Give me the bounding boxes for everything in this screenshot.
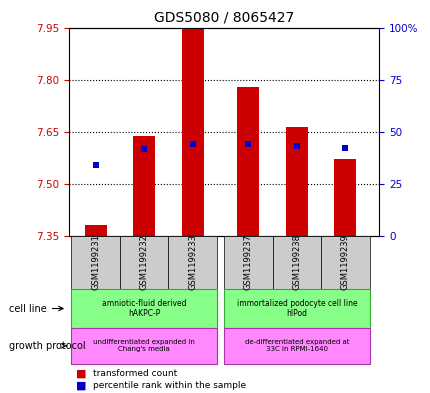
Bar (334, 159, 356, 236)
Bar (85, 225, 106, 236)
Bar (237, 87, 259, 236)
Text: GSM1199238: GSM1199238 (292, 234, 301, 290)
Text: immortalized podocyte cell line
hIPod: immortalized podocyte cell line hIPod (236, 299, 356, 318)
Text: GSM1199231: GSM1199231 (91, 234, 100, 290)
Text: de-differentiated expanded at
33C in RPMI-1640: de-differentiated expanded at 33C in RPM… (244, 339, 348, 353)
Bar (285, 127, 307, 236)
Text: GSM1199237: GSM1199237 (243, 234, 252, 290)
Text: undifferentiated expanded in
Chang's media: undifferentiated expanded in Chang's med… (93, 339, 195, 353)
Text: percentile rank within the sample: percentile rank within the sample (93, 381, 246, 390)
Text: ■: ■ (76, 381, 86, 391)
Title: GDS5080 / 8065427: GDS5080 / 8065427 (154, 11, 294, 25)
Bar (133, 136, 155, 236)
Text: GSM1199233: GSM1199233 (187, 234, 197, 290)
Text: cell line: cell line (9, 303, 46, 314)
Text: growth protocol: growth protocol (9, 341, 85, 351)
Text: amniotic-fluid derived
hAKPC-P: amniotic-fluid derived hAKPC-P (101, 299, 186, 318)
Text: GSM1199239: GSM1199239 (340, 234, 349, 290)
Text: transformed count: transformed count (93, 369, 177, 378)
Text: GSM1199232: GSM1199232 (139, 234, 148, 290)
Bar (181, 27, 203, 236)
Text: ■: ■ (76, 369, 86, 379)
